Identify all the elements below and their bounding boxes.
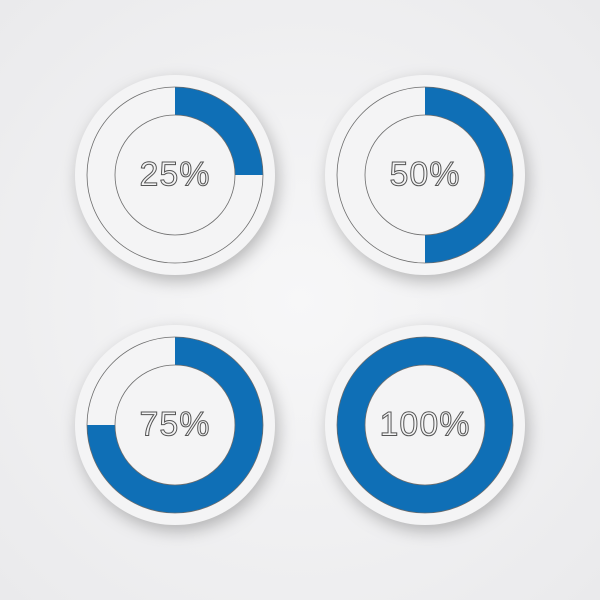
dial-cell: 25%: [65, 65, 285, 285]
progress-dial-100: 100%: [315, 315, 535, 535]
dial-cell: 50%: [315, 65, 535, 285]
dial-grid: 25% 50% 75% 100%: [65, 65, 535, 535]
progress-dial-50: 50%: [315, 65, 535, 285]
progress-label: 25%: [139, 156, 210, 195]
progress-label: 75%: [139, 406, 210, 445]
dial-cell: 75%: [65, 315, 285, 535]
progress-label: 50%: [389, 156, 460, 195]
progress-dial-25: 25%: [65, 65, 285, 285]
progress-dial-75: 75%: [65, 315, 285, 535]
progress-label: 100%: [380, 406, 471, 445]
dial-cell: 100%: [315, 315, 535, 535]
